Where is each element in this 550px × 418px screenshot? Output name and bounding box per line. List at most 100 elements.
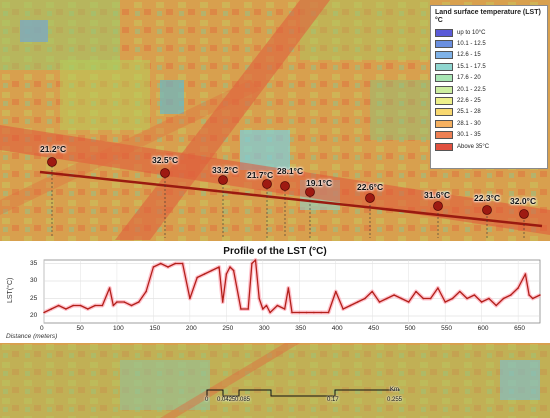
- legend-label: 30.1 - 35: [457, 132, 481, 139]
- legend-label: 20.1 - 22.5: [457, 86, 486, 93]
- profile-point: [327, 311, 330, 314]
- profile-point: [298, 311, 301, 314]
- chart-title: Profile of the LST (°C): [223, 246, 327, 257]
- pin-marker[interactable]: [365, 193, 375, 203]
- pin-label: 19.1°C: [306, 178, 333, 188]
- legend-item: 22.6 - 25: [435, 95, 543, 106]
- legend-list: up to 10°C 10.1 - 12.5 12.6 - 15 15.1 - 17.…: [435, 27, 543, 152]
- x-tick-label: 150: [149, 325, 161, 332]
- profile-point: [254, 259, 257, 261]
- profile-point: [112, 304, 115, 307]
- x-tick-label: 500: [404, 325, 416, 332]
- profile-point: [429, 297, 432, 300]
- lst-profile-panel: Profile of the LST (°C) LST(°C) Distance…: [0, 241, 550, 343]
- profile-point: [524, 273, 527, 275]
- profile-point: [196, 276, 198, 279]
- profile-point: [378, 301, 381, 303]
- profile-point: [320, 311, 322, 314]
- profile-point: [225, 273, 228, 275]
- x-tick-label: 300: [258, 325, 270, 332]
- x-tick-label: 50: [76, 325, 84, 332]
- x-tick-label: 0: [40, 325, 44, 332]
- profile-point: [466, 297, 468, 300]
- legend-swatch: [435, 62, 453, 71]
- pin-marker[interactable]: [433, 201, 443, 211]
- pin-marker[interactable]: [47, 157, 57, 167]
- profile-point: [269, 311, 271, 314]
- profile-point: [313, 311, 315, 314]
- legend-title: Land surface temperature (LST) °C: [435, 9, 541, 24]
- profile-point: [349, 304, 352, 307]
- legend-item: 12.6 - 15: [435, 50, 543, 61]
- scale-unit: Km: [390, 387, 399, 393]
- profile-point: [159, 262, 162, 265]
- y-tick-label: 25: [30, 294, 38, 302]
- legend-label: up to 10°C: [457, 29, 486, 36]
- profile-point: [539, 294, 541, 296]
- profile-point: [57, 304, 60, 307]
- profile-point: [43, 311, 45, 314]
- pin-marker[interactable]: [482, 205, 492, 215]
- x-tick-label: 600: [477, 325, 489, 332]
- y-tick-label: 35: [30, 259, 38, 267]
- profile-point: [65, 308, 67, 310]
- profile-point: [276, 304, 279, 307]
- pin-marker[interactable]: [305, 187, 315, 197]
- pin-label: 33.2°C: [212, 165, 239, 175]
- profile-point: [283, 308, 286, 310]
- y-tick-label: 30: [30, 277, 38, 284]
- scale-label: 0.255: [387, 397, 403, 403]
- legend-swatch: [435, 131, 453, 140]
- profile-point: [181, 262, 184, 265]
- legend-swatch: [435, 74, 453, 83]
- legend-label: 25.1 - 28: [457, 109, 481, 116]
- scale-label: 0.17: [327, 397, 339, 403]
- profile-point: [334, 290, 337, 293]
- legend-swatch: [435, 97, 453, 106]
- profile-point: [342, 308, 344, 310]
- profile-point: [444, 301, 446, 303]
- legend-swatch: [435, 40, 453, 49]
- profile-point: [130, 304, 133, 307]
- profile-point: [251, 262, 253, 265]
- profile-point: [473, 294, 476, 296]
- pin-marker[interactable]: [262, 179, 272, 189]
- legend-swatch: [435, 28, 453, 37]
- x-tick-label: 100: [112, 325, 124, 332]
- pin-marker[interactable]: [218, 175, 228, 185]
- profile-point: [101, 304, 104, 307]
- x-tick-label: 200: [185, 325, 197, 332]
- profile-point: [203, 273, 206, 275]
- profile-point: [116, 301, 118, 303]
- x-tick-label: 350: [295, 325, 307, 332]
- transect-line: [39, 170, 543, 228]
- profile-point: [480, 301, 483, 303]
- pin-marker[interactable]: [160, 168, 170, 178]
- pin-label: 28.1°C: [277, 166, 304, 176]
- profile-point: [189, 297, 191, 300]
- profile-point: [364, 297, 366, 300]
- legend-swatch: [435, 142, 453, 151]
- profile-point: [240, 308, 242, 310]
- pin-marker[interactable]: [280, 181, 290, 191]
- pin-label: 21.7°C: [247, 170, 274, 180]
- profile-point: [458, 290, 461, 293]
- profile-point: [495, 304, 498, 307]
- profile-point: [247, 308, 250, 310]
- profile-point: [451, 297, 454, 300]
- profile-point: [50, 308, 53, 310]
- legend-swatch: [435, 108, 453, 117]
- legend-label: Above 35°C: [457, 143, 490, 150]
- legend-swatch: [435, 119, 453, 128]
- x-tick-label: 650: [514, 325, 525, 332]
- legend-item: 10.1 - 12.5: [435, 38, 543, 49]
- profile-point: [386, 297, 388, 300]
- legend-item: 30.1 - 35: [435, 130, 543, 141]
- legend-item: 20.1 - 22.5: [435, 84, 543, 95]
- x-tick-label: 450: [368, 325, 380, 332]
- scale-label: 0: [205, 397, 209, 403]
- profile-point: [371, 290, 374, 293]
- legend-item: up to 10°C: [435, 27, 543, 38]
- pin-marker[interactable]: [519, 209, 529, 219]
- pin-label: 32.5°C: [152, 155, 179, 165]
